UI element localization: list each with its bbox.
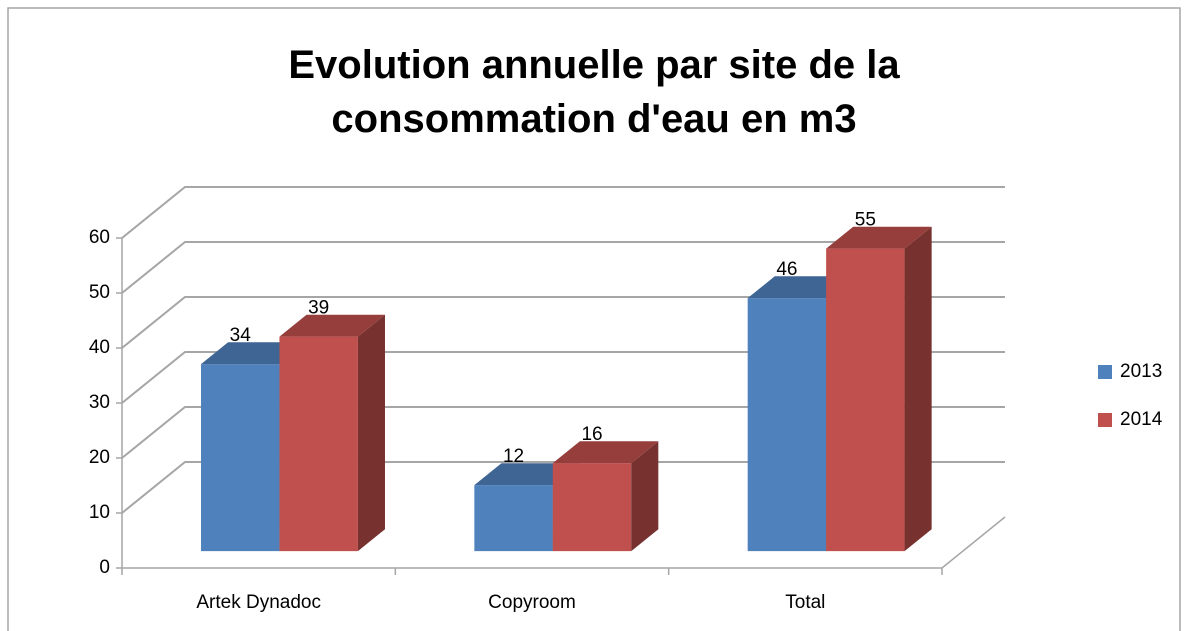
x-tick-label: Artek Dynadoc [196,592,321,613]
legend-swatch [1098,413,1112,427]
chart-frame [7,7,1181,631]
x-tick-label: Copyroom [488,592,576,613]
bar-front [826,248,905,552]
y-tick-label: 30 [89,392,110,413]
value-label: 55 [855,210,876,231]
bar-top [279,314,385,337]
legend-swatch [1098,365,1112,379]
legend-label: 2013 [1120,361,1162,382]
bar-side [904,226,932,552]
value-label: 46 [776,259,797,280]
bar-front [201,364,280,552]
value-label: 16 [581,424,602,445]
grid-line [121,406,1005,459]
grid-line [121,296,1005,349]
bar-side [357,314,385,552]
value-label: 39 [308,298,329,319]
x-tick-label: Total [785,592,825,613]
y-tick-label: 50 [89,282,110,303]
value-label: 34 [230,325,252,346]
grid-line [121,186,1005,239]
bar-side [631,441,659,552]
y-tick-label: 10 [89,502,110,523]
y-tick-label: 40 [89,337,110,358]
y-tick-label: 0 [99,557,110,578]
bar-top [552,441,659,464]
bar-top [826,226,932,249]
grid-line [121,351,1005,404]
grid-line [121,241,1005,294]
bar-front [747,298,827,552]
bar-front [474,485,553,552]
y-tick-label: 20 [89,447,110,468]
value-label: 12 [503,446,524,467]
legend-label: 2014 [1120,409,1163,430]
chart-title: Evolution annuelle par site de la consom… [288,43,900,141]
bar-front [279,336,358,552]
grid-line [121,461,1005,514]
bar-front [552,463,632,552]
y-tick-label: 60 [89,227,110,248]
